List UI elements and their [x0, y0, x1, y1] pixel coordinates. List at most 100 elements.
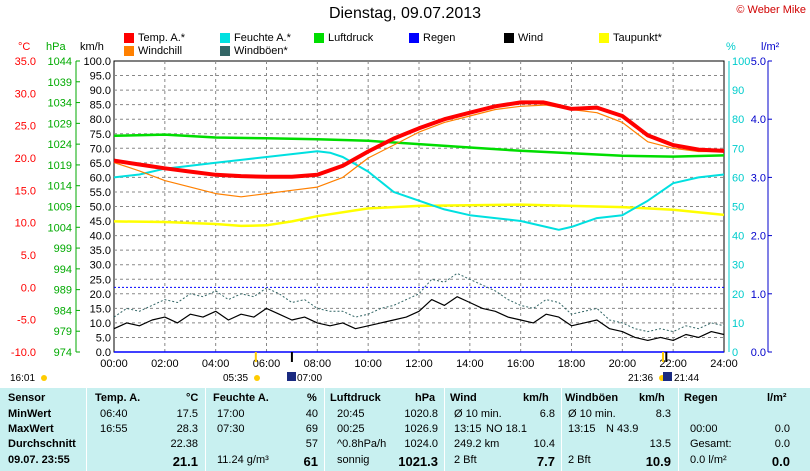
legend-pressure: Luftdruck	[314, 32, 373, 44]
time-tick-label: 20:00	[609, 358, 637, 370]
time-tick-label: 04:00	[202, 358, 230, 370]
table-separator	[444, 388, 445, 471]
table-cell-gust-time: Ø 10 min.	[568, 408, 616, 420]
copyright-label[interactable]: © Weber Mike	[736, 4, 806, 16]
table-cell-rain-time: Gesamt:	[690, 438, 732, 450]
table-cell-hum-time: 11.24 g/m³	[217, 454, 269, 466]
header-press-unit: hPa	[415, 392, 436, 404]
wind-tick-label: 25.0	[90, 274, 111, 286]
legend-swatch-rain	[409, 33, 419, 43]
moonrise-label: 21:44	[674, 373, 700, 384]
humidity-tick-label: 20	[732, 289, 744, 301]
humidity-tick-label: 90	[732, 85, 744, 97]
legend-dewpoint: Taupunkt*	[599, 32, 662, 44]
table-cell-rain-time: 00:00	[690, 423, 718, 435]
table-cell-wind: 7.7	[536, 454, 555, 469]
temp-tick-label: 5.0	[21, 250, 36, 262]
rain-tick-label: 4.0	[751, 114, 766, 126]
pressure-axis-unit: hPa	[46, 41, 66, 53]
wind-tick-label: 85.0	[90, 100, 111, 112]
pressure-tick-label: 1019	[48, 160, 72, 172]
temp-tick-label: 25.0	[15, 121, 36, 133]
table-cell-label: Durchschnitt	[8, 438, 76, 450]
header-wind-unit: km/h	[523, 392, 549, 404]
legend-label-dewpoint: Taupunkt*	[613, 32, 662, 44]
chart-title: Dienstag, 09.07.2013	[328, 5, 482, 22]
wind-tick-label: 95.0	[90, 71, 111, 83]
temp-tick-label: 30.0	[15, 88, 36, 100]
wind-tick-label: 65.0	[90, 158, 111, 170]
time-tick-label: 06:00	[253, 358, 281, 370]
rain-tick-label: 5.0	[751, 56, 766, 68]
legend-label-humidity: Feuchte A.*	[234, 32, 291, 44]
legend-label-windchill: Windchill	[138, 45, 183, 57]
wind-tick-label: 80.0	[90, 114, 111, 126]
table-cell-gust: 8.3	[655, 408, 671, 420]
table-cell-rain: 0.0	[774, 423, 790, 435]
header-hum: Feuchte A.	[213, 392, 269, 404]
table-cell-hum: 69	[305, 423, 318, 435]
humidity-tick-label: 60	[732, 172, 744, 184]
wind-tick-label: 100.0	[83, 56, 111, 68]
wind-tick-label: 60.0	[90, 172, 111, 184]
table-cell-press-time: 20:45	[337, 408, 365, 420]
weather-chart: 00:00 02:00 04:00 06:00 08:00 10:00 12:00 14:00…	[11, 41, 780, 381]
pressure-tick-label: 994	[54, 264, 72, 276]
table-cell-temp-time: 06:40	[100, 408, 128, 420]
pressure-tick-label: 984	[54, 305, 72, 317]
header-rain: Regen	[684, 392, 718, 404]
table-separator	[86, 388, 87, 471]
series-line-luftdruck	[113, 133, 725, 158]
legend-swatch-wind	[504, 33, 514, 43]
wind-axis-unit: km/h	[80, 41, 104, 53]
pressure-tick-label: 1014	[48, 181, 72, 193]
time-tick-label: 14:00	[456, 358, 484, 370]
moon-icon	[663, 372, 672, 381]
table-cell-press-time: ^0.8hPa/h	[337, 438, 387, 450]
temp-tick-label: 0.0	[21, 282, 36, 294]
temp-tick-label: -5.0	[17, 315, 36, 327]
stats-table: Sensor Temp. A. °C Feuchte A. % Luftdruc…	[0, 388, 810, 471]
header-gust-unit: km/h	[639, 392, 665, 404]
legend-label-rain: Regen	[423, 32, 456, 44]
legend-swatch-pressure	[314, 33, 324, 43]
pressure-tick-label: 1039	[48, 77, 72, 89]
table-cell-temp: 17.5	[176, 408, 198, 420]
header-wind: Wind	[450, 392, 477, 404]
pressure-tick-label: 999	[54, 243, 72, 255]
moon-icon	[287, 372, 296, 381]
wind-tick-label: 50.0	[90, 202, 111, 214]
wind-tick-label: 55.0	[90, 187, 111, 199]
humidity-tick-label: 40	[732, 231, 744, 243]
table-cell-temp: 22.38	[170, 438, 198, 450]
header-rain-unit: l/m²	[767, 392, 787, 404]
legend-gusts: Windböen*	[220, 45, 288, 57]
series-line-windchill	[113, 104, 724, 198]
pressure-tick-label: 1044	[48, 56, 72, 68]
table-cell-rain: 0.0	[771, 454, 790, 469]
time-tick-label: 08:00	[304, 358, 332, 370]
table-cell-wind-time: Ø 10 min.	[454, 408, 502, 420]
table-cell-gust-extra: N 43.9	[606, 423, 639, 435]
humidity-tick-label: 30	[732, 260, 744, 272]
rain-tick-label: 0.0	[751, 347, 766, 359]
temp-axis-unit: °C	[18, 41, 30, 53]
wind-tick-label: 30.0	[90, 260, 111, 272]
table-cell-press: 1026.9	[404, 423, 438, 435]
series-line-wind	[113, 296, 725, 341]
temp-tick-label: 10.0	[15, 218, 36, 230]
sunrise-left-label: 16:01	[10, 373, 36, 384]
table-cell-label: MaxWert	[8, 423, 54, 435]
pressure-tick-label: 1034	[48, 98, 72, 110]
wind-tick-label: 5.0	[96, 332, 111, 344]
temp-tick-label: 15.0	[15, 185, 36, 197]
legend-rain: Regen	[409, 32, 455, 44]
temp-tick-label: 20.0	[15, 153, 36, 165]
table-separator	[678, 388, 679, 471]
legend-temp: Temp. A.*	[124, 32, 185, 44]
table-cell-gust-time: 13:15	[568, 423, 596, 435]
series-line-feuchte-a	[113, 150, 725, 231]
table-cell-rain: 0.0	[774, 438, 790, 450]
wind-tick-label: 75.0	[90, 129, 111, 141]
table-cell-hum-time: 17:00	[217, 408, 245, 420]
